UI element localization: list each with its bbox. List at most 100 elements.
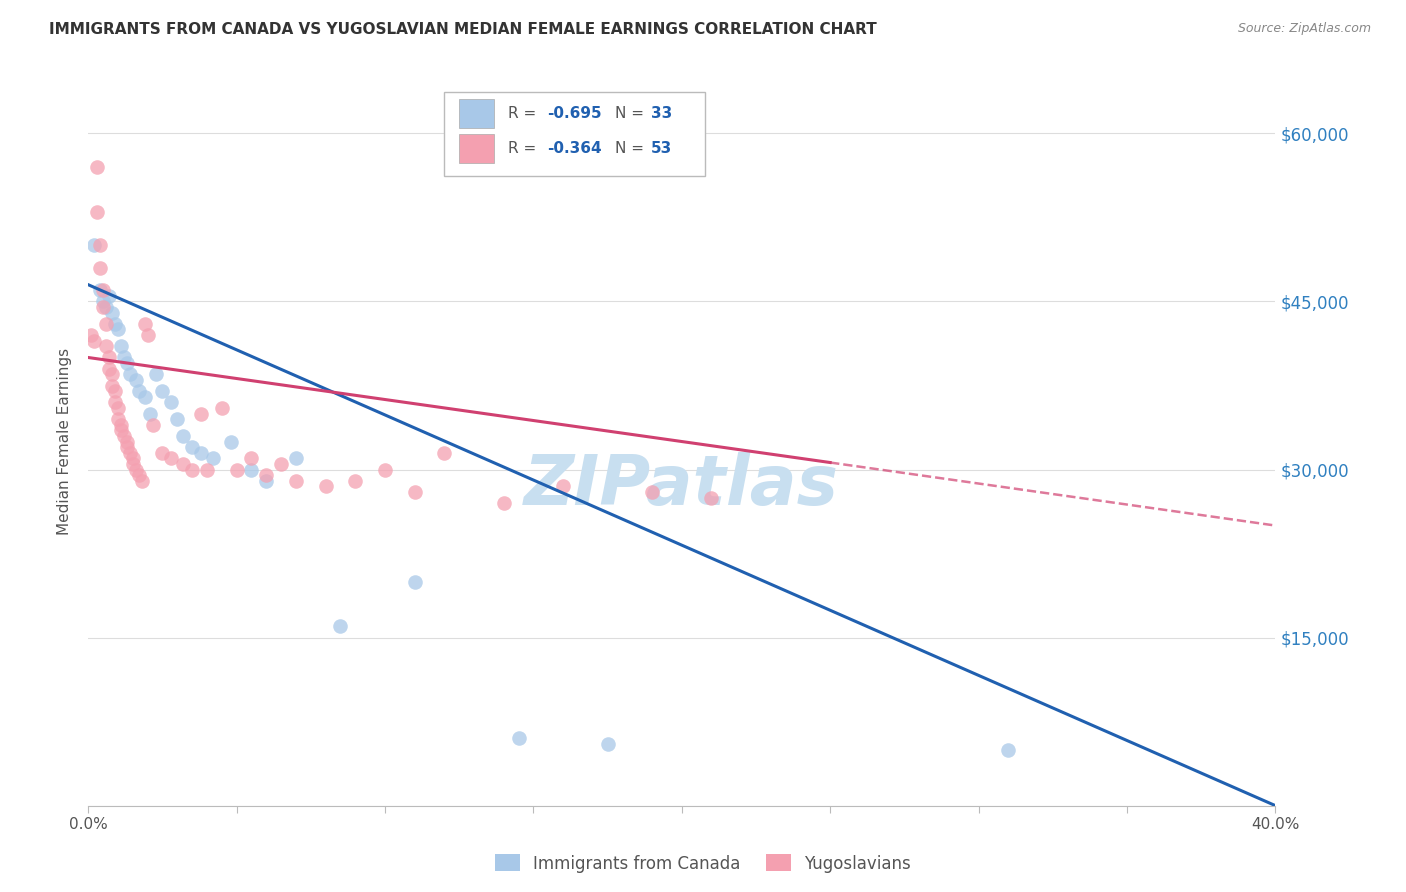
Text: N =: N =: [616, 106, 650, 121]
Point: [284, 451, 307, 466]
Point: [131, 474, 153, 488]
Point: [700, 491, 723, 505]
FancyBboxPatch shape: [458, 99, 494, 128]
Point: [190, 407, 212, 421]
Point: [83, 238, 105, 252]
Point: [91, 294, 114, 309]
Point: [374, 462, 396, 476]
Point: [94, 300, 117, 314]
Point: [254, 468, 277, 483]
Point: [201, 451, 224, 466]
Point: [86, 160, 108, 174]
Text: R =: R =: [509, 106, 541, 121]
Point: [404, 574, 426, 589]
Text: R =: R =: [509, 141, 541, 155]
Point: [150, 384, 173, 398]
Point: [195, 462, 218, 476]
Point: [551, 479, 574, 493]
Legend: Immigrants from Canada, Yugoslavians: Immigrants from Canada, Yugoslavians: [488, 847, 918, 880]
Point: [94, 317, 117, 331]
Point: [254, 474, 277, 488]
Point: [136, 328, 159, 343]
Point: [104, 317, 127, 331]
Point: [89, 260, 111, 275]
Point: [596, 737, 619, 751]
Point: [97, 289, 120, 303]
Text: -0.695: -0.695: [547, 106, 602, 121]
Point: [128, 384, 150, 398]
Text: -0.364: -0.364: [547, 141, 602, 155]
Point: [190, 446, 212, 460]
Point: [118, 446, 141, 460]
Point: [112, 351, 135, 365]
Text: IMMIGRANTS FROM CANADA VS YUGOSLAVIAN MEDIAN FEMALE EARNINGS CORRELATION CHART: IMMIGRANTS FROM CANADA VS YUGOSLAVIAN ME…: [49, 22, 877, 37]
Point: [270, 457, 292, 471]
Point: [142, 417, 165, 432]
Point: [134, 317, 156, 331]
Point: [91, 283, 114, 297]
Text: 33: 33: [651, 106, 672, 121]
Point: [80, 328, 103, 343]
Point: [83, 334, 105, 348]
Point: [107, 412, 129, 426]
Point: [110, 339, 132, 353]
Point: [240, 462, 263, 476]
FancyBboxPatch shape: [444, 92, 706, 176]
Point: [225, 462, 247, 476]
Point: [89, 283, 111, 297]
Point: [181, 440, 204, 454]
Point: [166, 412, 188, 426]
Point: [641, 484, 664, 499]
Point: [211, 401, 233, 415]
Point: [115, 440, 138, 454]
Point: [508, 731, 530, 746]
Point: [344, 474, 367, 488]
Text: ZIPatlas: ZIPatlas: [524, 451, 839, 519]
Point: [101, 368, 124, 382]
Point: [101, 378, 124, 392]
Text: Source: ZipAtlas.com: Source: ZipAtlas.com: [1237, 22, 1371, 36]
Point: [284, 474, 307, 488]
Point: [107, 401, 129, 415]
Point: [172, 429, 194, 443]
Point: [121, 457, 143, 471]
Text: 53: 53: [651, 141, 672, 155]
Point: [145, 368, 167, 382]
Point: [404, 484, 426, 499]
Point: [139, 407, 162, 421]
Point: [128, 468, 150, 483]
Point: [181, 462, 204, 476]
Point: [86, 205, 108, 219]
Point: [107, 322, 129, 336]
Point: [329, 619, 352, 633]
Point: [315, 479, 337, 493]
Point: [997, 742, 1019, 756]
Point: [124, 462, 146, 476]
Point: [121, 451, 143, 466]
Point: [118, 368, 141, 382]
Point: [97, 361, 120, 376]
Point: [240, 451, 263, 466]
Point: [94, 339, 117, 353]
Point: [112, 429, 135, 443]
Point: [150, 446, 173, 460]
Point: [104, 395, 127, 409]
Point: [134, 390, 156, 404]
Point: [160, 451, 183, 466]
Point: [97, 351, 120, 365]
Point: [104, 384, 127, 398]
Point: [492, 496, 515, 510]
Point: [110, 417, 132, 432]
Y-axis label: Median Female Earnings: Median Female Earnings: [58, 348, 72, 535]
Point: [433, 446, 456, 460]
Point: [89, 238, 111, 252]
Point: [160, 395, 183, 409]
Point: [91, 300, 114, 314]
Point: [172, 457, 194, 471]
Point: [110, 423, 132, 437]
FancyBboxPatch shape: [458, 134, 494, 162]
Point: [101, 306, 124, 320]
Point: [115, 356, 138, 370]
Point: [115, 434, 138, 449]
Point: [124, 373, 146, 387]
